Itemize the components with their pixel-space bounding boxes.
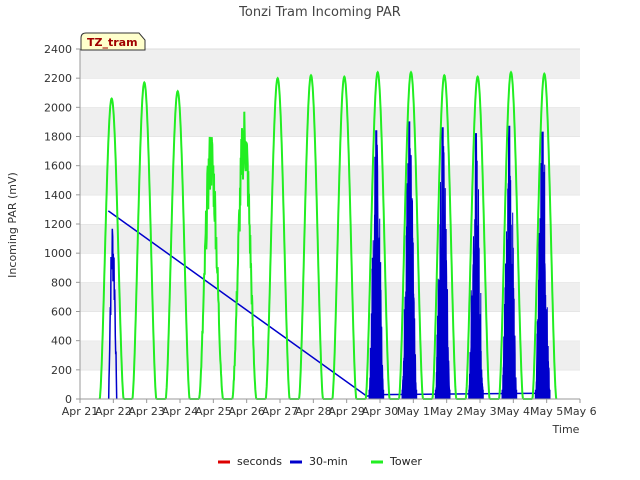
chart-title: Tonzi Tram Incoming PAR [238, 5, 401, 20]
x-tick-label: Apr 22 [95, 405, 132, 418]
series-tower-day [298, 73, 324, 400]
grid-band [80, 136, 580, 166]
grid-band [80, 340, 580, 370]
series-tower-day [331, 74, 358, 400]
x-tick-label: Apr 23 [128, 405, 165, 418]
x-tick-label: Apr 30 [362, 405, 399, 418]
tag-badge: TZ_tram [80, 32, 146, 51]
y-tick-label: 1000 [44, 247, 72, 260]
grid-band [80, 107, 580, 137]
x-tick-label: May 1 [397, 405, 430, 418]
series-tower-day [464, 74, 491, 400]
series-tower-day [264, 76, 291, 400]
series-tower-day [164, 89, 191, 400]
series-tower-day [431, 73, 458, 400]
legend-label-30-min: 30-min [309, 455, 348, 468]
x-tick-label: May 4 [497, 405, 530, 418]
grid-band [80, 78, 580, 108]
legend: seconds 30-min Tower [218, 455, 422, 468]
series-tower-day [131, 80, 158, 400]
y-tick-label: 1200 [44, 218, 72, 231]
series-tower-day [531, 72, 558, 400]
x-tick-label: Apr 26 [228, 405, 265, 418]
grid-band [80, 165, 580, 195]
x-tick-label: May 2 [430, 405, 463, 418]
y-tick-label: 2000 [44, 101, 72, 114]
series-30min-day [468, 133, 484, 400]
grid-band [80, 282, 580, 312]
y-tick-label: 400 [51, 335, 72, 348]
x-tick-label: May 3 [463, 405, 496, 418]
x-tick-label: Apr 28 [295, 405, 332, 418]
series-tower-day [498, 70, 524, 400]
series-30min-line [107, 210, 547, 397]
series-tower-day [98, 97, 125, 400]
series-30min-day [401, 121, 418, 400]
series-30min-day [368, 130, 385, 400]
series-tower-day [198, 136, 224, 400]
legend-label-seconds: seconds [237, 455, 282, 468]
series-tower-day [364, 70, 391, 400]
y-axis-ticks: 0 200 400 600 800 1000 1200 1400 1600 1800 2000 220… [44, 43, 80, 406]
series-30min-day [501, 125, 518, 400]
series-tower-day [398, 70, 424, 400]
x-tick-label: Apr 24 [162, 405, 199, 418]
x-tick-label: Apr 27 [262, 405, 299, 418]
grid-band [80, 49, 580, 79]
x-tick-label: May 6 [563, 405, 596, 418]
series-30min-day [534, 131, 551, 400]
y-tick-label: 800 [51, 276, 72, 289]
series-30min-day [434, 127, 451, 400]
grid-bands [80, 48, 580, 399]
y-tick-label: 0 [65, 393, 72, 406]
y-tick-label: 1800 [44, 131, 72, 144]
x-tick-label: Apr 29 [328, 405, 365, 418]
legend-label-Tower: Tower [389, 455, 422, 468]
tag-label: TZ_tram [87, 36, 138, 49]
x-tick-label: Apr 21 [62, 405, 99, 418]
grid-band [80, 194, 580, 224]
x-tick-label: May 5 [530, 405, 563, 418]
y-tick-label: 1600 [44, 160, 72, 173]
y-tick-label: 600 [51, 306, 72, 319]
grid-band [80, 311, 580, 341]
y-tick-label: 2200 [44, 72, 72, 85]
grid-band [80, 224, 580, 254]
grid-band [80, 253, 580, 283]
y-tick-label: 200 [51, 364, 72, 377]
y-tick-label: 1400 [44, 189, 72, 202]
series-30min-day [107, 228, 118, 400]
y-tick-label: 2400 [44, 43, 72, 56]
y-axis-label: Incoming PAR (mV) [6, 172, 19, 278]
series-tower-day [231, 111, 258, 400]
x-axis-label: Time [552, 423, 580, 436]
x-tick-label: Apr 25 [195, 405, 232, 418]
